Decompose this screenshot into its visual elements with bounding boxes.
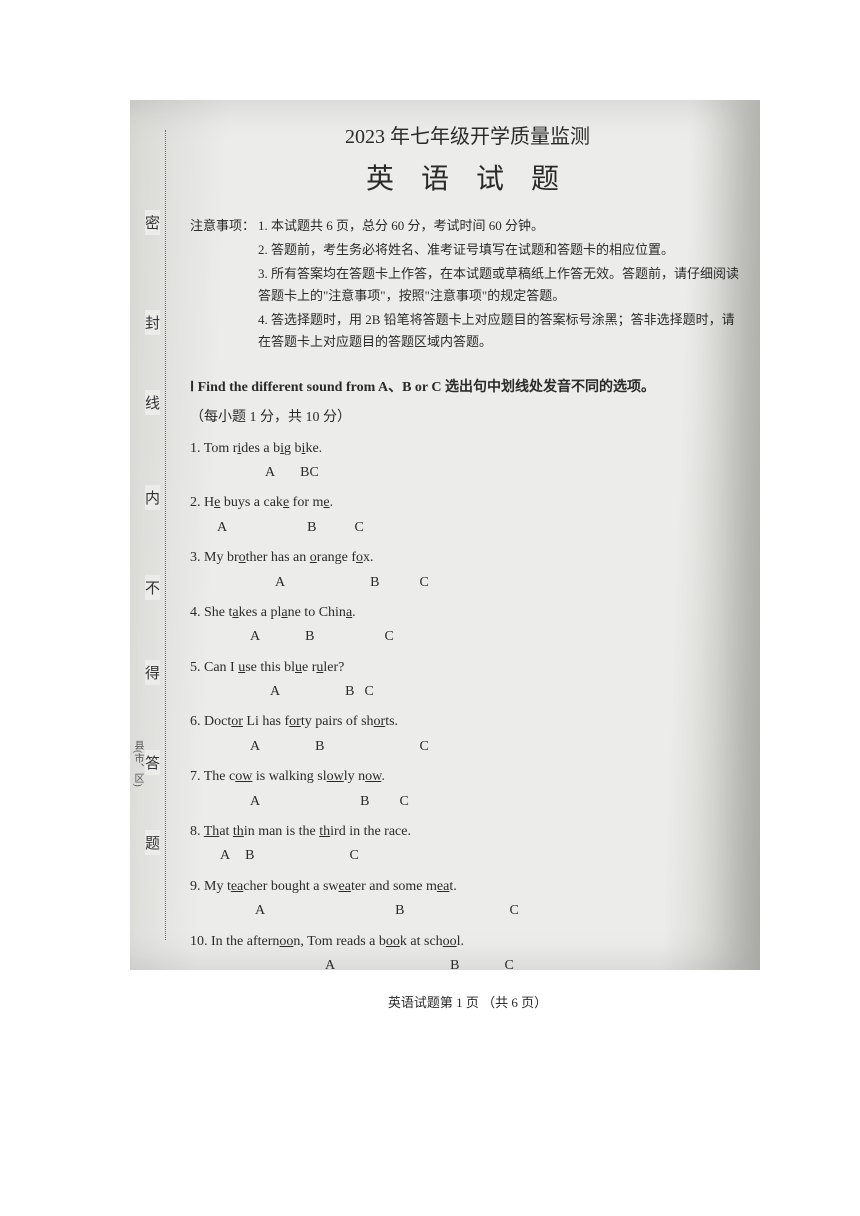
question-options: ABC	[190, 462, 745, 484]
question-text: 7. The cow is walking slowly now.	[190, 766, 745, 788]
questions-container: 1. Tom rides a big bike.ABC2. He buys a …	[190, 438, 745, 978]
question: 1. Tom rides a big bike.ABC	[190, 438, 745, 485]
question-options: ABC	[190, 517, 745, 539]
notice-label: 注意事项：	[190, 215, 255, 237]
option-label: C	[404, 900, 518, 922]
option-label: A	[190, 791, 260, 813]
notice-item: 1. 本试题共 6 页，总分 60 分，考试时间 60 分钟。	[258, 215, 745, 237]
option-label: B	[260, 626, 314, 648]
question-text: 1. Tom rides a big bike.	[190, 438, 745, 460]
question: 5. Can I use this blue ruler?ABC	[190, 657, 745, 704]
question: 2. He buys a cake for me. ABC	[190, 492, 745, 539]
notice-block: 注意事项： 1. 本试题共 6 页，总分 60 分，考试时间 60 分钟。2. …	[190, 215, 745, 356]
header-line-2: 英 语 试 题	[190, 157, 745, 197]
option-label: C	[379, 572, 428, 594]
question-text: 4. She takes a plane to China.	[190, 602, 745, 624]
option-label: A	[190, 572, 285, 594]
option-label: B	[275, 462, 309, 484]
question-options: ABC	[190, 681, 745, 703]
content-area: 2023 年七年级开学质量监测 英 语 试 题 注意事项： 1. 本试题共 6 …	[190, 120, 745, 1011]
question-text: 8. That thin man is the third in the rac…	[190, 821, 745, 843]
option-label: B	[260, 736, 324, 758]
question: 7. The cow is walking slowly now. ABC	[190, 766, 745, 813]
option-label: B	[285, 572, 379, 594]
option-label: A	[190, 900, 265, 922]
option-label: A	[190, 736, 260, 758]
option-label: C	[309, 462, 318, 484]
header-line-1: 2023 年七年级开学质量监测	[190, 120, 745, 149]
question-text: 3. My brother has an orange fox.	[190, 547, 745, 569]
page-container: 密封线内不得答题 县(市、区) 2023 年七年级开学质量监测 英 语 试 题 …	[0, 0, 860, 1216]
seal-char: 答	[145, 750, 160, 775]
section-title: Ⅰ Find the different sound from A、B or C…	[190, 376, 745, 396]
seal-char: 密	[145, 210, 160, 235]
option-label: C	[254, 845, 358, 867]
option-label: B	[227, 517, 316, 539]
option-label: C	[369, 791, 408, 813]
page-footer: 英语试题第 1 页 （共 6 页）	[190, 992, 745, 1011]
left-edge-label: 县(市、区)	[130, 740, 145, 787]
notice-item: 3. 所有答案均在答题卡上作答，在本试题或草稿纸上作答无效。答题前，请仔细阅读答…	[258, 263, 745, 307]
question-options: ABC	[190, 736, 745, 758]
question-text: 5. Can I use this blue ruler?	[190, 657, 745, 679]
option-label: A	[190, 462, 275, 484]
notice-item: 2. 答题前，考生务必将姓名、准考证号填写在试题和答题卡的相应位置。	[258, 239, 745, 261]
question-options: ABC	[190, 900, 745, 922]
question-options: ABC	[190, 955, 745, 977]
question-options: ABC	[190, 572, 745, 594]
question-options: ABC	[190, 626, 745, 648]
question: 3. My brother has an orange fox. ABC	[190, 547, 745, 594]
question-options: ABC	[190, 845, 745, 867]
question: 8. That thin man is the third in the rac…	[190, 821, 745, 868]
option-label: C	[354, 681, 373, 703]
exam-paper-photo: 密封线内不得答题 县(市、区) 2023 年七年级开学质量监测 英 语 试 题 …	[130, 100, 760, 970]
option-label: A	[190, 845, 230, 867]
seal-char: 内	[145, 485, 160, 510]
question: 10. In the afternoon, Tom reads a book a…	[190, 931, 745, 978]
option-label: B	[335, 955, 459, 977]
option-label: B	[230, 845, 254, 867]
question-text: 10. In the afternoon, Tom reads a book a…	[190, 931, 745, 953]
option-label: B	[265, 900, 404, 922]
question: 9. My teacher bought a sweater and some …	[190, 876, 745, 923]
option-label: C	[459, 955, 513, 977]
question-text: 2. He buys a cake for me.	[190, 492, 745, 514]
question-text: 6. Doctor Li has forty pairs of shorts.	[190, 711, 745, 733]
option-label: C	[316, 517, 363, 539]
seal-char: 线	[145, 390, 160, 415]
option-label: C	[324, 736, 428, 758]
option-label: A	[190, 681, 280, 703]
seal-char: 封	[145, 310, 160, 335]
seal-char: 得	[145, 660, 160, 685]
question: 6. Doctor Li has forty pairs of shorts. A…	[190, 711, 745, 758]
option-label: B	[260, 791, 369, 813]
question: 4. She takes a plane to China.ABC	[190, 602, 745, 649]
score-note: （每小题 1 分，共 10 分）	[190, 406, 745, 426]
option-label: A	[190, 626, 260, 648]
notice-items: 1. 本试题共 6 页，总分 60 分，考试时间 60 分钟。2. 答题前，考生…	[258, 215, 745, 354]
option-label: C	[314, 626, 393, 648]
option-label: B	[280, 681, 354, 703]
seal-dotted-line	[165, 130, 166, 940]
notice-item: 4. 答选择题时，用 2B 铅笔将答题卡上对应题目的答案标号涂黑；答非选择题时，…	[258, 309, 745, 353]
option-label: A	[190, 955, 335, 977]
question-options: ABC	[190, 791, 745, 813]
seal-char: 不	[145, 575, 160, 600]
option-label: A	[190, 517, 227, 539]
seal-char: 题	[145, 830, 160, 855]
question-text: 9. My teacher bought a sweater and some …	[190, 876, 745, 898]
